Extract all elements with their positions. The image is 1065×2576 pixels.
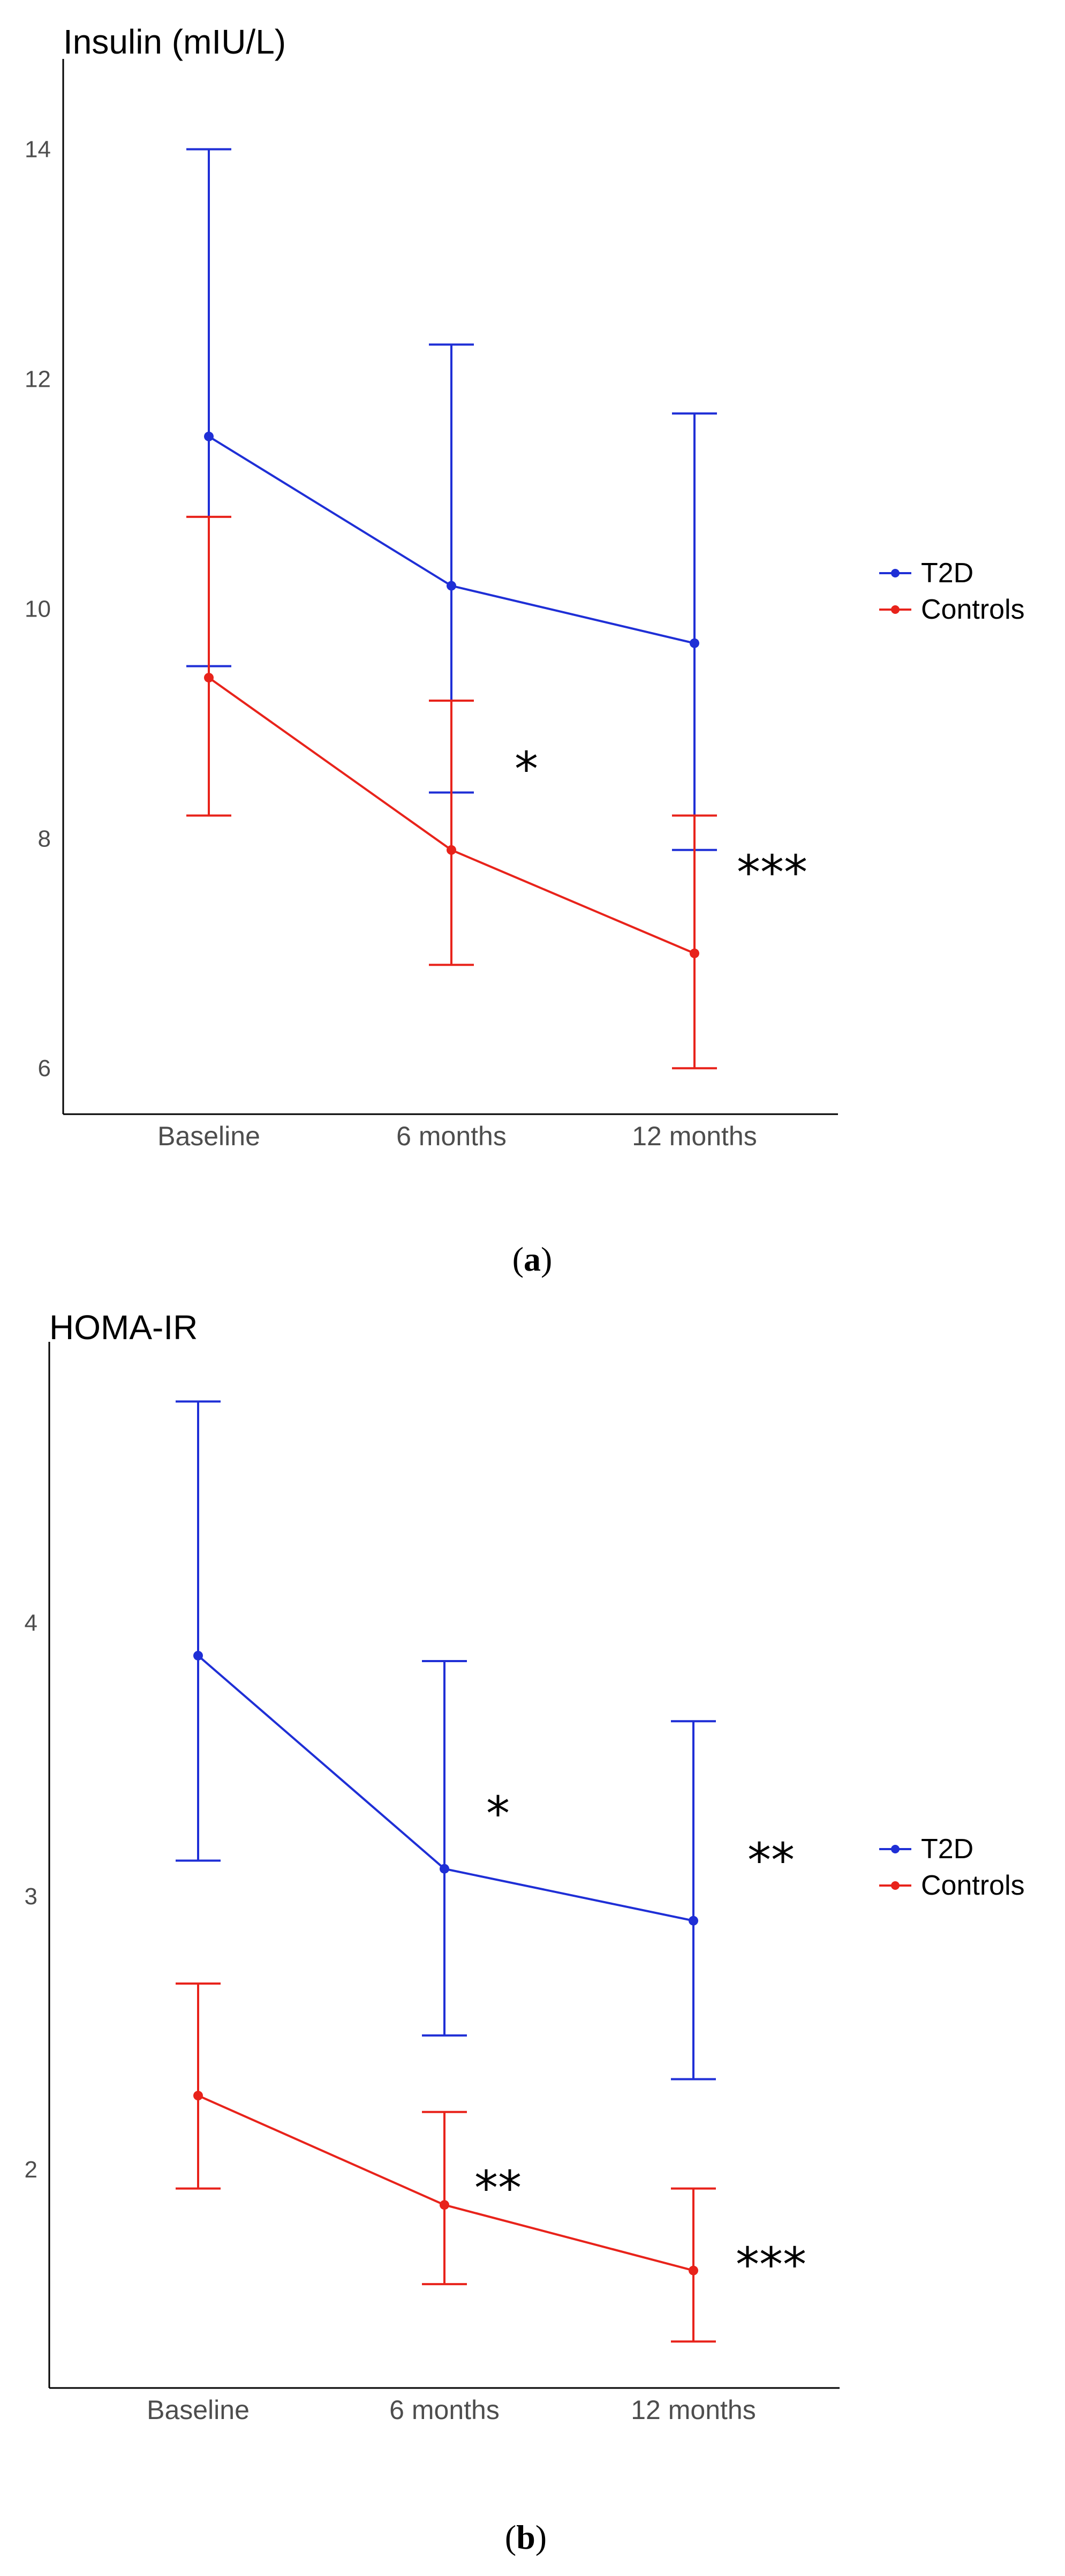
y-tick-label: 14 [25,137,51,163]
data-point [689,1916,698,1926]
x-tick-label: 12 months [632,1121,757,1151]
data-point [689,2265,698,2275]
series-line [197,1655,694,1922]
legend-label: T2D [921,558,973,589]
y-tick-label: 6 [38,1055,51,1082]
panel-b-homa-ir-chart: HOMA-IR 234 Baseline 6 months 12 months **… [25,1308,1025,2556]
x-tick-label: Baseline [157,1121,260,1151]
x-axis-ticks: Baseline 6 months 12 months [157,1121,757,1151]
series-controls [176,1982,716,2343]
chart-title: HOMA-IR [49,1308,198,1347]
data-point [204,431,214,441]
x-tick-label: Baseline [147,2395,250,2425]
y-axis-ticks: 6 8 10 12 14 [25,137,51,1082]
significance-marker: ** [474,2161,522,2216]
legend-marker [891,569,900,577]
caption-label-a: (a) [512,1240,553,1278]
legend: T2D Controls [879,1834,1025,1901]
chart-marks [176,1400,716,2343]
y-tick-label: 10 [25,596,51,622]
legend-marker [891,1845,900,1853]
legend: T2D Controls [879,558,1025,625]
data-point [193,2091,203,2101]
x-tick-label: 12 months [631,2395,756,2425]
x-tick-label: 6 months [396,1121,507,1151]
legend-marker [891,605,900,614]
data-point [447,845,456,855]
y-tick-label: 2 [25,2157,37,2183]
x-axis-ticks: Baseline 6 months 12 months [147,2395,756,2425]
data-point [193,1650,203,1661]
series-line [198,2094,694,2272]
x-tick-label: 6 months [389,2395,500,2425]
legend-marker [891,1881,900,1890]
significance-marker: * [486,1786,510,1842]
y-tick-label: 4 [25,1610,37,1636]
significance-marker: ** [747,1833,795,1888]
panel-a-insulin-chart: Insulin (mIU/L) 6 8 10 12 14 Baseline 6 month… [25,22,1025,1278]
y-tick-label: 3 [25,1883,37,1910]
significance-marker: * [515,742,538,797]
legend-label: T2D [921,1834,973,1865]
series-controls [186,515,717,1070]
y-tick-label: 8 [38,825,51,852]
caption-label-b: (b) [505,2518,547,2556]
data-point [690,638,699,648]
significance-marker: *** [737,845,807,900]
data-point [440,1864,449,1874]
significance-annotations: **** [515,742,807,900]
significance-marker: *** [736,2237,806,2292]
y-tick-label: 12 [25,366,51,393]
data-point [447,581,456,591]
data-point [440,2200,449,2210]
data-point [204,673,214,683]
y-axis-ticks: 2 3 4 [25,1610,37,2183]
data-point [690,948,699,958]
series-t2d [176,1400,716,2081]
chart-marks [186,148,717,1070]
chart-title: Insulin (mIU/L) [63,22,286,61]
legend-label: Controls [921,1870,1025,1901]
legend-label: Controls [921,594,1025,625]
significance-annotations: ******** [474,1786,806,2293]
